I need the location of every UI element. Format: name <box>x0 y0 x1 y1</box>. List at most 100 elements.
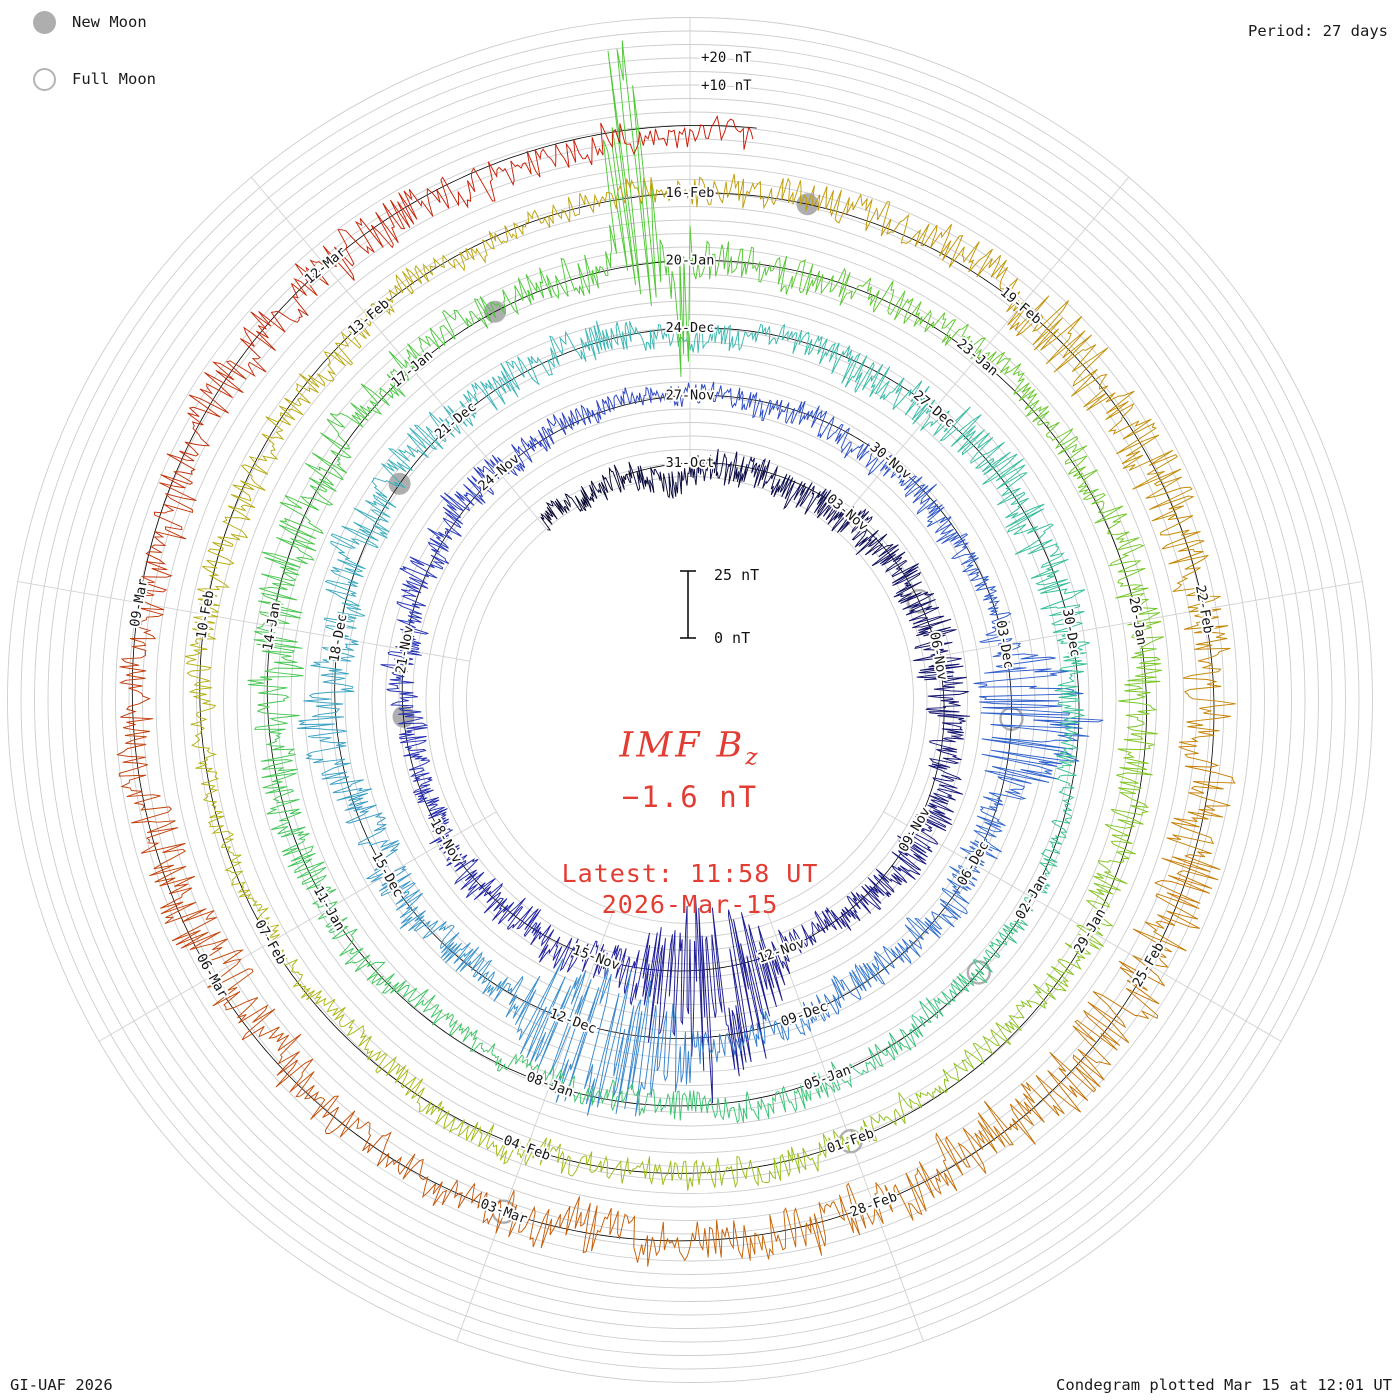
scale-bar <box>680 570 696 639</box>
date-label: 27-Dec <box>910 387 958 431</box>
bz-trace-segment <box>644 1003 731 1097</box>
bz-trace-segment <box>973 642 1104 725</box>
bz-trace-segment <box>778 909 838 975</box>
moon-legend: New Moon Full Moon <box>33 8 156 122</box>
bz-trace-segment <box>689 323 776 353</box>
bz-trace-segment <box>399 517 462 585</box>
bz-trace-segment <box>791 481 848 532</box>
bz-trace-segment <box>378 865 452 939</box>
bz-trace-segment <box>1182 608 1236 733</box>
bz-trace-segment <box>592 927 662 1043</box>
bz-trace-segment <box>924 862 981 935</box>
bz-trace-segment <box>846 1084 947 1146</box>
bz-trace-segment <box>295 309 372 407</box>
bz-trace-segment <box>443 356 525 427</box>
date-label: 17-Jan <box>388 347 436 391</box>
bz-trace-segment <box>517 320 606 386</box>
amplitude-axis-label: +10 nT <box>701 78 752 94</box>
bz-trace-segment <box>344 797 401 883</box>
bz-trace-segment <box>928 715 966 781</box>
scale-bar-top-label: 25 nT <box>714 566 759 584</box>
bz-trace-segment <box>641 1089 740 1124</box>
date-label: 29-Jan <box>1071 906 1109 956</box>
date-label: 06-Dec <box>954 838 992 888</box>
bz-trace-segment <box>271 820 339 909</box>
bz-trace-segment <box>365 248 469 319</box>
date-label: 27-Nov <box>666 388 715 404</box>
date-label: 31-Oct <box>666 455 715 471</box>
imf-bz-title-text: IMF B <box>619 725 746 766</box>
bz-trace-segment <box>926 516 981 581</box>
bz-trace-segment <box>207 958 302 1088</box>
bz-trace-segment <box>279 432 352 540</box>
date-label: 13-Feb <box>345 296 393 340</box>
credit-label: GI-UAF 2026 <box>10 1376 113 1394</box>
bz-trace-segment <box>258 524 317 626</box>
bz-trace-segment <box>323 547 366 642</box>
legend-full-moon-row: Full Moon <box>33 65 156 93</box>
bz-trace-segment <box>981 723 1090 800</box>
bz-trace-segment <box>1107 513 1161 626</box>
bz-trace-segment <box>418 1100 522 1165</box>
latest-time-line: Latest: 11:58 UT <box>561 859 819 888</box>
date-label: 20-Jan <box>666 253 715 269</box>
bz-trace-segment <box>465 197 578 264</box>
bz-trace-segment <box>298 640 359 723</box>
bz-trace-segment <box>139 474 197 601</box>
bz-trace-segment <box>691 381 763 419</box>
bz-trace-segment <box>436 144 565 209</box>
bz-trace-segment <box>775 324 861 388</box>
full-moon-label: Full Moon <box>72 70 156 88</box>
bz-trace-segment <box>826 416 892 476</box>
new-moon-icon <box>33 10 56 34</box>
bz-trace-segment <box>831 506 899 558</box>
bz-trace-segment <box>530 924 599 973</box>
date-label: 30-Nov <box>867 439 915 483</box>
bz-trace-segment <box>398 714 431 782</box>
bz-trace-segment <box>920 406 1018 476</box>
bz-trace-segment <box>322 187 441 281</box>
legend-new-moon-row: New Moon <box>33 8 156 36</box>
bz-trace-segment <box>577 177 693 216</box>
bz-trace-segment <box>601 321 691 351</box>
bz-trace-segment <box>620 382 692 407</box>
bz-trace-segment <box>636 465 691 499</box>
bz-trace-segment <box>830 1028 917 1093</box>
latest-timestamp: Latest: 11:58 UT 2026-Mar-15 <box>562 858 819 920</box>
imf-bz-current-value: −1.6 nT <box>621 780 759 814</box>
plotted-timestamp-label: Condegram plotted Mar 15 at 12:01 UT <box>1056 1376 1392 1394</box>
bz-trace-segment <box>970 575 1021 647</box>
bz-trace-segment <box>381 980 473 1043</box>
amplitude-axis-label: +20 nT <box>701 50 752 66</box>
bz-trace-segment <box>871 544 935 610</box>
bz-trace-segment <box>253 722 302 822</box>
bz-trace-segment <box>626 1214 751 1267</box>
date-label: 18-Dec <box>326 613 350 664</box>
latest-date-line: 2026-Mar-15 <box>601 890 779 919</box>
bz-trace-segment <box>1076 827 1136 937</box>
bz-trace-segment <box>340 1019 425 1107</box>
bz-trace-segment <box>729 1009 812 1055</box>
bz-trace-segment <box>689 448 745 488</box>
bz-trace-segment <box>166 360 256 484</box>
bz-trace-segment <box>191 725 234 835</box>
bz-trace-segment <box>540 486 592 531</box>
period-label: Period: 27 days <box>1248 22 1388 40</box>
bz-trace-segment <box>691 173 815 211</box>
bz-trace-segment <box>404 296 497 371</box>
bz-trace-segment <box>852 355 936 425</box>
bz-trace-segment <box>759 399 835 439</box>
bz-trace-segment <box>483 882 542 938</box>
bz-trace-segment <box>942 1015 1025 1094</box>
bz-trace-segment <box>412 776 454 845</box>
imf-bz-title: IMF Bz <box>620 726 761 771</box>
date-label: 16-Feb <box>666 185 715 201</box>
bz-trace-segment <box>440 924 508 997</box>
bz-trace-segment <box>749 1182 875 1260</box>
bz-trace-segment <box>1149 486 1222 613</box>
date-label: 21-Nov <box>393 624 417 675</box>
bz-trace-segment <box>239 259 329 373</box>
bz-trace-segment <box>317 905 395 986</box>
bz-trace-segment <box>563 122 693 168</box>
